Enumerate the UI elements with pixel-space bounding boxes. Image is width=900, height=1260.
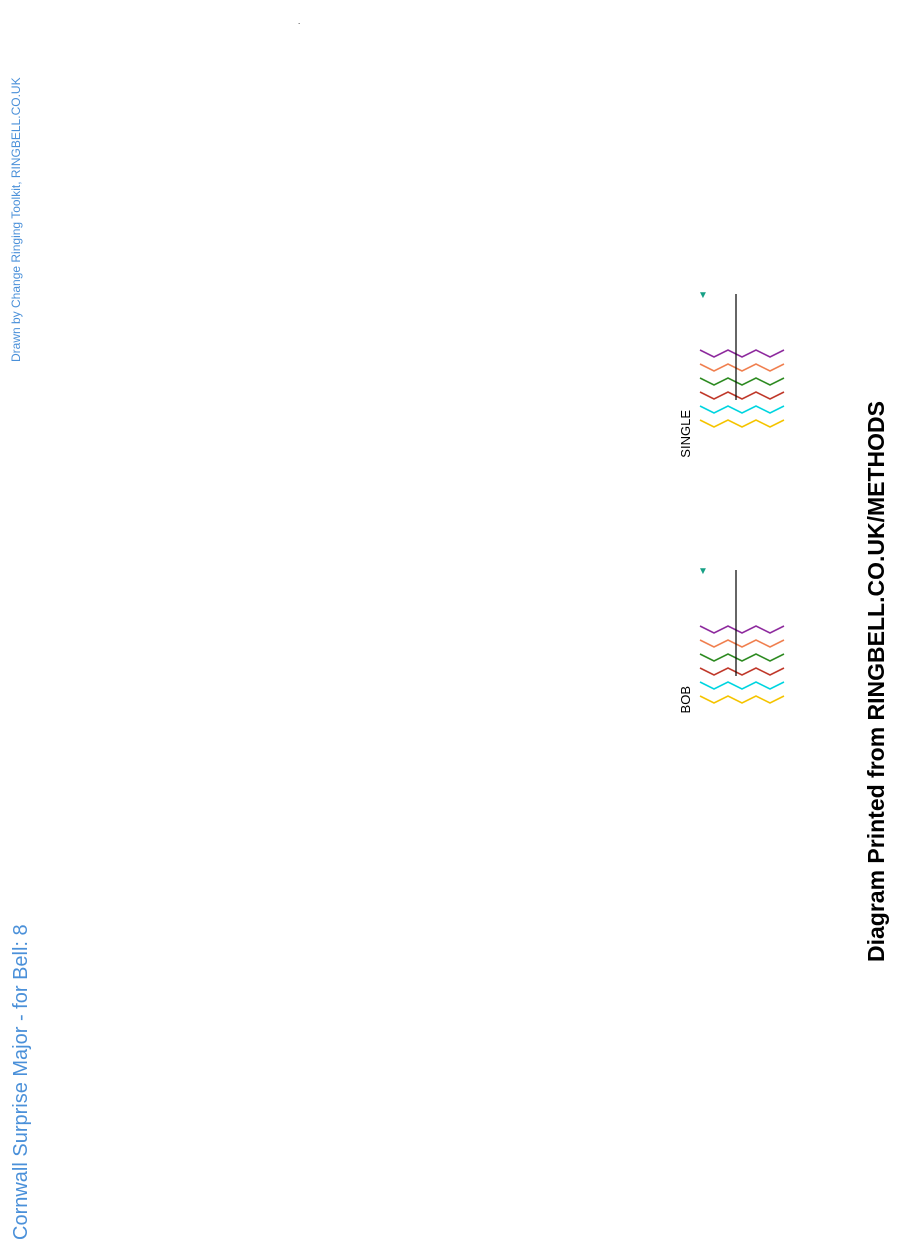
call-bell-line [699,377,785,386]
call-bell-line [699,667,785,676]
toolkit-credit: Drawn by Change Ringing Toolkit, RINGBEL… [9,77,23,362]
call-bell-line [699,363,785,372]
call-bell-line [699,625,785,634]
call-bell-line [699,695,785,704]
call-bell-line [699,419,785,428]
call-label: BOB [678,686,693,713]
call-bell-line [699,681,785,690]
call-bell-line [699,639,785,648]
call-bell-line [699,653,785,662]
call-bell-line [699,349,785,358]
call-bell-line [699,405,785,414]
call-bell-line [699,391,785,400]
method-title: Cornwall Surprise Major - for Bell: 8 [10,924,32,1240]
call-marker-icon: ▼ [698,566,708,577]
call-label: SINGLE [678,410,693,458]
top-mark: . [298,17,300,26]
call-diagram: SINGLE ▼ [678,290,785,458]
call-diagram: BOB ▼ [678,566,785,713]
footer-text: Diagram Printed from RINGBELL.CO.UK/METH… [863,401,889,962]
calls-layer: BOB ▼ SINGLE ▼ [678,290,785,713]
call-marker-icon: ▼ [698,290,708,301]
